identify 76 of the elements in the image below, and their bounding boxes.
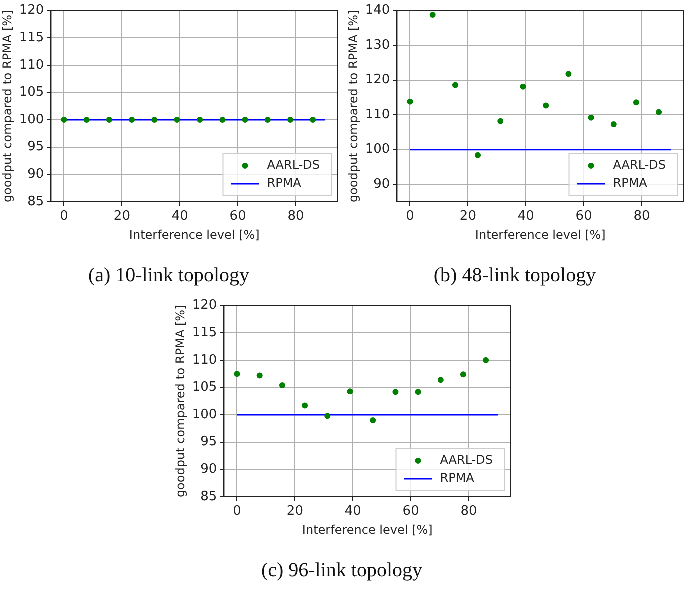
- point: [234, 371, 240, 378]
- x-axis-title: Interference level [%]: [129, 228, 260, 242]
- point: [588, 114, 594, 121]
- y-tick-label: 85: [28, 194, 44, 210]
- point: [566, 71, 572, 78]
- y-tick-label: 115: [19, 30, 44, 46]
- point: [610, 121, 617, 128]
- y-tick-label: 130: [365, 38, 390, 53]
- y-tick-label: 105: [192, 380, 218, 396]
- y-axis-title: goodput compared to RPMA [%]: [173, 305, 188, 498]
- point: [302, 402, 308, 409]
- x-tick-label: 0: [233, 504, 242, 520]
- y-tick-label: 110: [365, 107, 390, 122]
- legend-label: AARL-DS: [440, 453, 494, 468]
- y-tick-label: 140: [365, 3, 390, 18]
- point: [256, 372, 263, 379]
- y-tick-label: 115: [192, 325, 218, 340]
- x-tick-label: 0: [60, 209, 68, 224]
- point: [370, 418, 376, 424]
- point: [392, 389, 399, 396]
- x-tick-label: 60: [230, 209, 246, 224]
- y-tick-label: 90: [28, 167, 44, 182]
- x-tick-label: 20: [114, 209, 130, 224]
- x-tick-label: 80: [460, 504, 478, 520]
- point: [438, 377, 444, 384]
- point: [430, 12, 436, 18]
- y-tick-label: 100: [192, 407, 218, 422]
- point: [407, 98, 414, 105]
- y-axis-title: goodput compared to RPMA [%]: [346, 10, 360, 203]
- y-tick-label: 90: [200, 462, 218, 478]
- x-tick-label: 80: [288, 209, 304, 224]
- x-tick-label: 20: [460, 209, 476, 224]
- point: [483, 357, 490, 364]
- point: [324, 413, 331, 420]
- x-tick-label: 40: [172, 209, 188, 224]
- y-tick-label: 100: [365, 142, 390, 158]
- legend-label: AARL-DS: [613, 158, 666, 172]
- y-tick-label: 120: [192, 298, 218, 314]
- y-tick-label: 100: [19, 112, 44, 128]
- point: [543, 102, 550, 109]
- x-axis-title: Interference level [%]: [302, 522, 433, 537]
- point: [415, 389, 422, 396]
- y-tick-label: 110: [19, 58, 44, 73]
- x-tick-label: 60: [576, 209, 592, 224]
- point: [498, 118, 504, 124]
- y-tick-label: 90: [374, 176, 390, 192]
- text: (a) 10-link topology: [88, 264, 250, 286]
- point: [279, 382, 286, 389]
- x-tick-label: 0: [406, 209, 414, 224]
- x-axis-title: Interference level [%]: [475, 228, 606, 242]
- text: (b) 48-link topology: [434, 264, 596, 286]
- point: [475, 152, 482, 158]
- x-tick-label: 40: [518, 209, 534, 224]
- y-tick-label: 85: [200, 489, 218, 504]
- point: [656, 109, 662, 116]
- point: [452, 82, 458, 88]
- legend-label: RPMA: [440, 471, 476, 486]
- y-tick-label: 120: [19, 3, 44, 18]
- legend-label: RPMA: [267, 176, 302, 190]
- point: [347, 388, 354, 395]
- y-axis-title: goodput compared to RPMA [%]: [0, 10, 14, 203]
- x-tick-label: 80: [634, 209, 650, 224]
- y-tick-label: 95: [28, 140, 44, 155]
- legend-label: AARL-DS: [267, 158, 320, 172]
- text: (c) 96-link topology: [261, 559, 423, 582]
- point: [460, 372, 466, 378]
- y-tick-label: 110: [192, 352, 218, 368]
- point: [633, 100, 640, 106]
- x-tick-label: 60: [402, 504, 420, 520]
- y-tick-label: 105: [19, 85, 44, 100]
- x-tick-label: 20: [286, 504, 304, 520]
- y-tick-label: 120: [365, 72, 390, 88]
- x-tick-label: 40: [344, 504, 362, 520]
- point: [520, 84, 526, 90]
- legend-label: RPMA: [613, 176, 648, 190]
- y-tick-label: 95: [200, 434, 218, 450]
